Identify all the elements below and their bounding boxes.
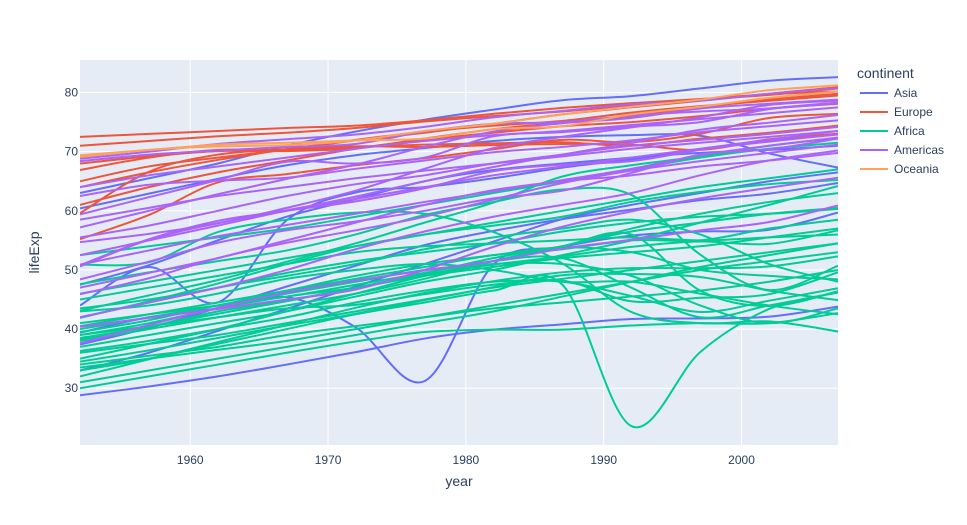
y-tick-label: 60 [65,204,79,218]
y-axis-title: lifeExp [26,231,42,273]
series-line-africa[interactable] [80,242,838,384]
series-line-americas[interactable] [80,151,838,289]
legend-label: Oceania [894,162,939,176]
x-tick-label: 1970 [315,453,342,467]
series-line-asia[interactable] [80,76,838,195]
legend-item-asia[interactable]: Asia [860,86,918,100]
legend[interactable]: continent Asia Europe Africa Americas Oceani… [857,65,944,176]
y-tick-label: 80 [65,86,79,100]
series-line-americas[interactable] [80,129,838,257]
series-line-americas[interactable] [80,114,838,267]
series-line-africa[interactable] [80,137,838,312]
x-tick-labels: 1960 1970 1980 1990 2000 [177,453,755,467]
series-line-americas[interactable] [80,129,838,221]
series-line-americas[interactable] [80,137,838,281]
legend-label: Americas [894,143,944,157]
x-tick-label: 1980 [453,453,480,467]
series-line-americas[interactable] [80,101,838,216]
legend-label: Asia [894,86,918,100]
y-tick-label: 30 [65,381,79,395]
series-line-europe[interactable] [80,112,838,241]
legend-label: Africa [894,124,925,138]
series-lines [80,76,838,429]
x-tick-label: 1960 [177,453,204,467]
series-line-africa[interactable] [80,206,838,342]
legend-title: continent [857,65,914,81]
series-line-africa[interactable] [80,268,838,366]
x-axis-title: year [445,473,473,489]
series-line-americas[interactable] [80,204,838,345]
series-line-africa[interactable] [80,179,838,319]
series-line-africa[interactable] [80,168,838,295]
series-line-americas[interactable] [80,133,838,268]
legend-item-europe[interactable]: Europe [860,105,933,119]
series-line-africa[interactable] [80,242,838,354]
x-tick-label: 2000 [728,453,755,467]
y-tick-labels: 30 40 50 60 70 80 [65,86,79,396]
series-line-africa[interactable] [80,192,838,360]
series-line-africa[interactable] [80,274,838,429]
legend-item-oceania[interactable]: Oceania [860,162,939,176]
series-line-americas[interactable] [80,149,838,319]
y-tick-label: 70 [65,145,79,159]
legend-label: Europe [894,105,933,119]
x-tick-label: 1990 [590,453,617,467]
series-line-africa[interactable] [80,218,838,328]
series-line-africa[interactable] [80,251,838,369]
y-tick-label: 40 [65,322,79,336]
legend-item-americas[interactable]: Americas [860,143,944,157]
series-line-americas[interactable] [80,106,838,189]
series-line-oceania[interactable] [80,90,838,157]
series-line-americas[interactable] [80,125,838,239]
y-tick-label: 50 [65,263,79,277]
legend-item-africa[interactable]: Africa [860,124,925,138]
series-line-oceania[interactable] [80,84,838,158]
